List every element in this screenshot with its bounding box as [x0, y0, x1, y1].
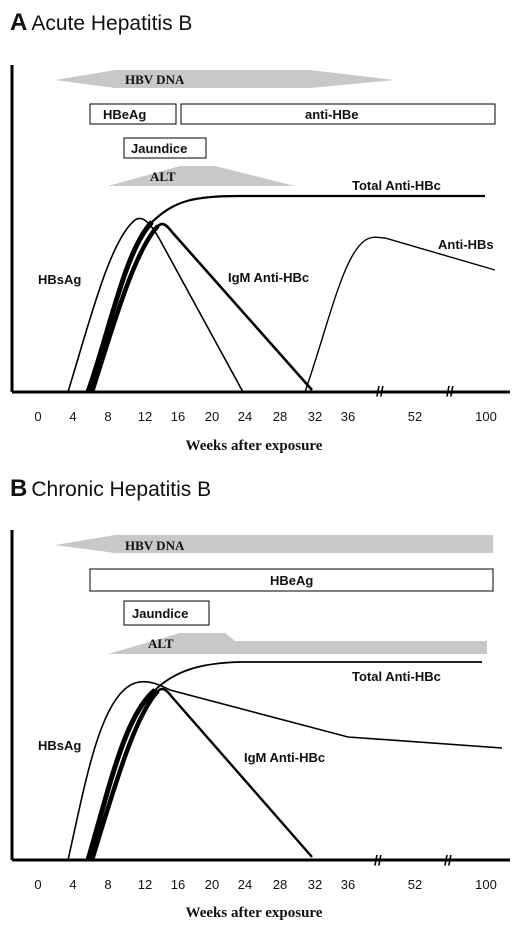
tick-label: 28 — [273, 409, 287, 424]
tick-label: 16 — [171, 409, 185, 424]
tick-label: 8 — [104, 877, 111, 892]
hbv-dna-bar — [55, 70, 395, 88]
alt-label: ALT — [148, 636, 174, 651]
hbv-dna-label: HBV DNA — [125, 72, 185, 87]
hbeag-label: HBeAg — [103, 107, 146, 122]
igm-anti-hbc-curve — [90, 222, 313, 393]
jaundice-box — [123, 600, 210, 626]
total-anti-hbc-label: Total Anti-HBc — [352, 178, 441, 193]
alt-label: ALT — [150, 169, 176, 184]
igm-anti-hbc-curve — [90, 687, 313, 861]
tick-label: 32 — [308, 877, 322, 892]
igm-anti-hbc-label: IgM Anti-HBc — [244, 750, 325, 765]
tick-label: 4 — [69, 409, 76, 424]
tick-label: 12 — [138, 409, 152, 424]
total-anti-hbc-rise — [85, 220, 154, 393]
panel-letter-b: B — [10, 475, 28, 502]
hbsag-label: HBsAg — [38, 738, 81, 753]
tick-label: 28 — [273, 877, 287, 892]
tick-label: 36 — [341, 877, 355, 892]
anti-hbe-label: anti-HBe — [305, 107, 358, 122]
tick-label: 24 — [238, 877, 252, 892]
alt-bar — [108, 166, 295, 186]
jaundice-label: Jaundice — [132, 606, 188, 621]
tick-label: 20 — [205, 409, 219, 424]
igm-anti-hbc-label: IgM Anti-HBc — [228, 270, 309, 285]
panel-acute: A Acute Hepatitis B HBV DNA HBeAg anti-HB… — [0, 0, 519, 465]
total-anti-hbc-rise — [85, 688, 157, 861]
tick-label: 32 — [308, 409, 322, 424]
tick-label: 24 — [238, 409, 252, 424]
axis-break-2: // — [446, 383, 454, 399]
axis-break-2: // — [444, 852, 452, 868]
alt-bar — [108, 633, 487, 654]
hbsag-curve — [67, 217, 244, 393]
hbv-dna-bar — [55, 535, 493, 553]
tick-label: 12 — [138, 877, 152, 892]
chronic-diagram: HBV DNA HBeAg Jaundice ALT Total Anti-HB… — [10, 530, 510, 921]
hbsag-label: HBsAg — [38, 272, 81, 287]
panel-title-text-b: Chronic Hepatitis B — [31, 478, 212, 501]
x-axis-title: Weeks after exposure — [186, 905, 323, 921]
tick-label: 52 — [408, 409, 422, 424]
hbeag-box — [89, 103, 177, 125]
jaundice-box — [123, 137, 207, 159]
tick-label: 100 — [475, 409, 497, 424]
hbv-dna-label: HBV DNA — [125, 538, 185, 553]
tick-label: 52 — [408, 877, 422, 892]
panel-title-chronic: B Chronic Hepatitis B — [10, 475, 211, 503]
tick-label: 4 — [69, 877, 76, 892]
panel-title-acute: A Acute Hepatitis B — [10, 9, 192, 37]
x-tick-labels: 0 4 8 12 16 20 24 28 32 36 52 100 — [34, 409, 496, 424]
tick-label: 0 — [34, 877, 41, 892]
x-axis-title: Weeks after exposure — [186, 438, 323, 454]
igm-anti-hbc-rise — [89, 689, 160, 861]
hbeag-box — [89, 568, 494, 592]
panel-chronic: B Chronic Hepatitis B HBV DNA HBeAg Jaund… — [0, 465, 519, 931]
acute-diagram: HBV DNA HBeAg anti-HBe Jaundice ALT Tota… — [10, 65, 510, 454]
tick-label: 20 — [205, 877, 219, 892]
tick-label: 16 — [171, 877, 185, 892]
axis-break-1: // — [374, 852, 382, 868]
total-anti-hbc-label: Total Anti-HBc — [352, 669, 441, 684]
tick-label: 8 — [104, 409, 111, 424]
anti-hbe-box — [180, 103, 496, 125]
anti-hbs-curve — [304, 236, 496, 393]
panel-title-text-a: Acute Hepatitis B — [31, 12, 193, 35]
igm-anti-hbc-rise — [89, 224, 160, 393]
jaundice-label: Jaundice — [131, 141, 187, 156]
panel-letter-a: A — [10, 9, 28, 36]
tick-label: 100 — [475, 877, 497, 892]
hbeag-label: HBeAg — [270, 573, 313, 588]
tick-label: 36 — [341, 409, 355, 424]
axis-break-1: // — [376, 383, 384, 399]
anti-hbs-label: Anti-HBs — [438, 237, 494, 252]
hbsag-curve — [67, 680, 503, 861]
x-tick-labels: 0 4 8 12 16 20 24 28 32 36 52 100 — [34, 877, 496, 892]
tick-label: 0 — [34, 409, 41, 424]
